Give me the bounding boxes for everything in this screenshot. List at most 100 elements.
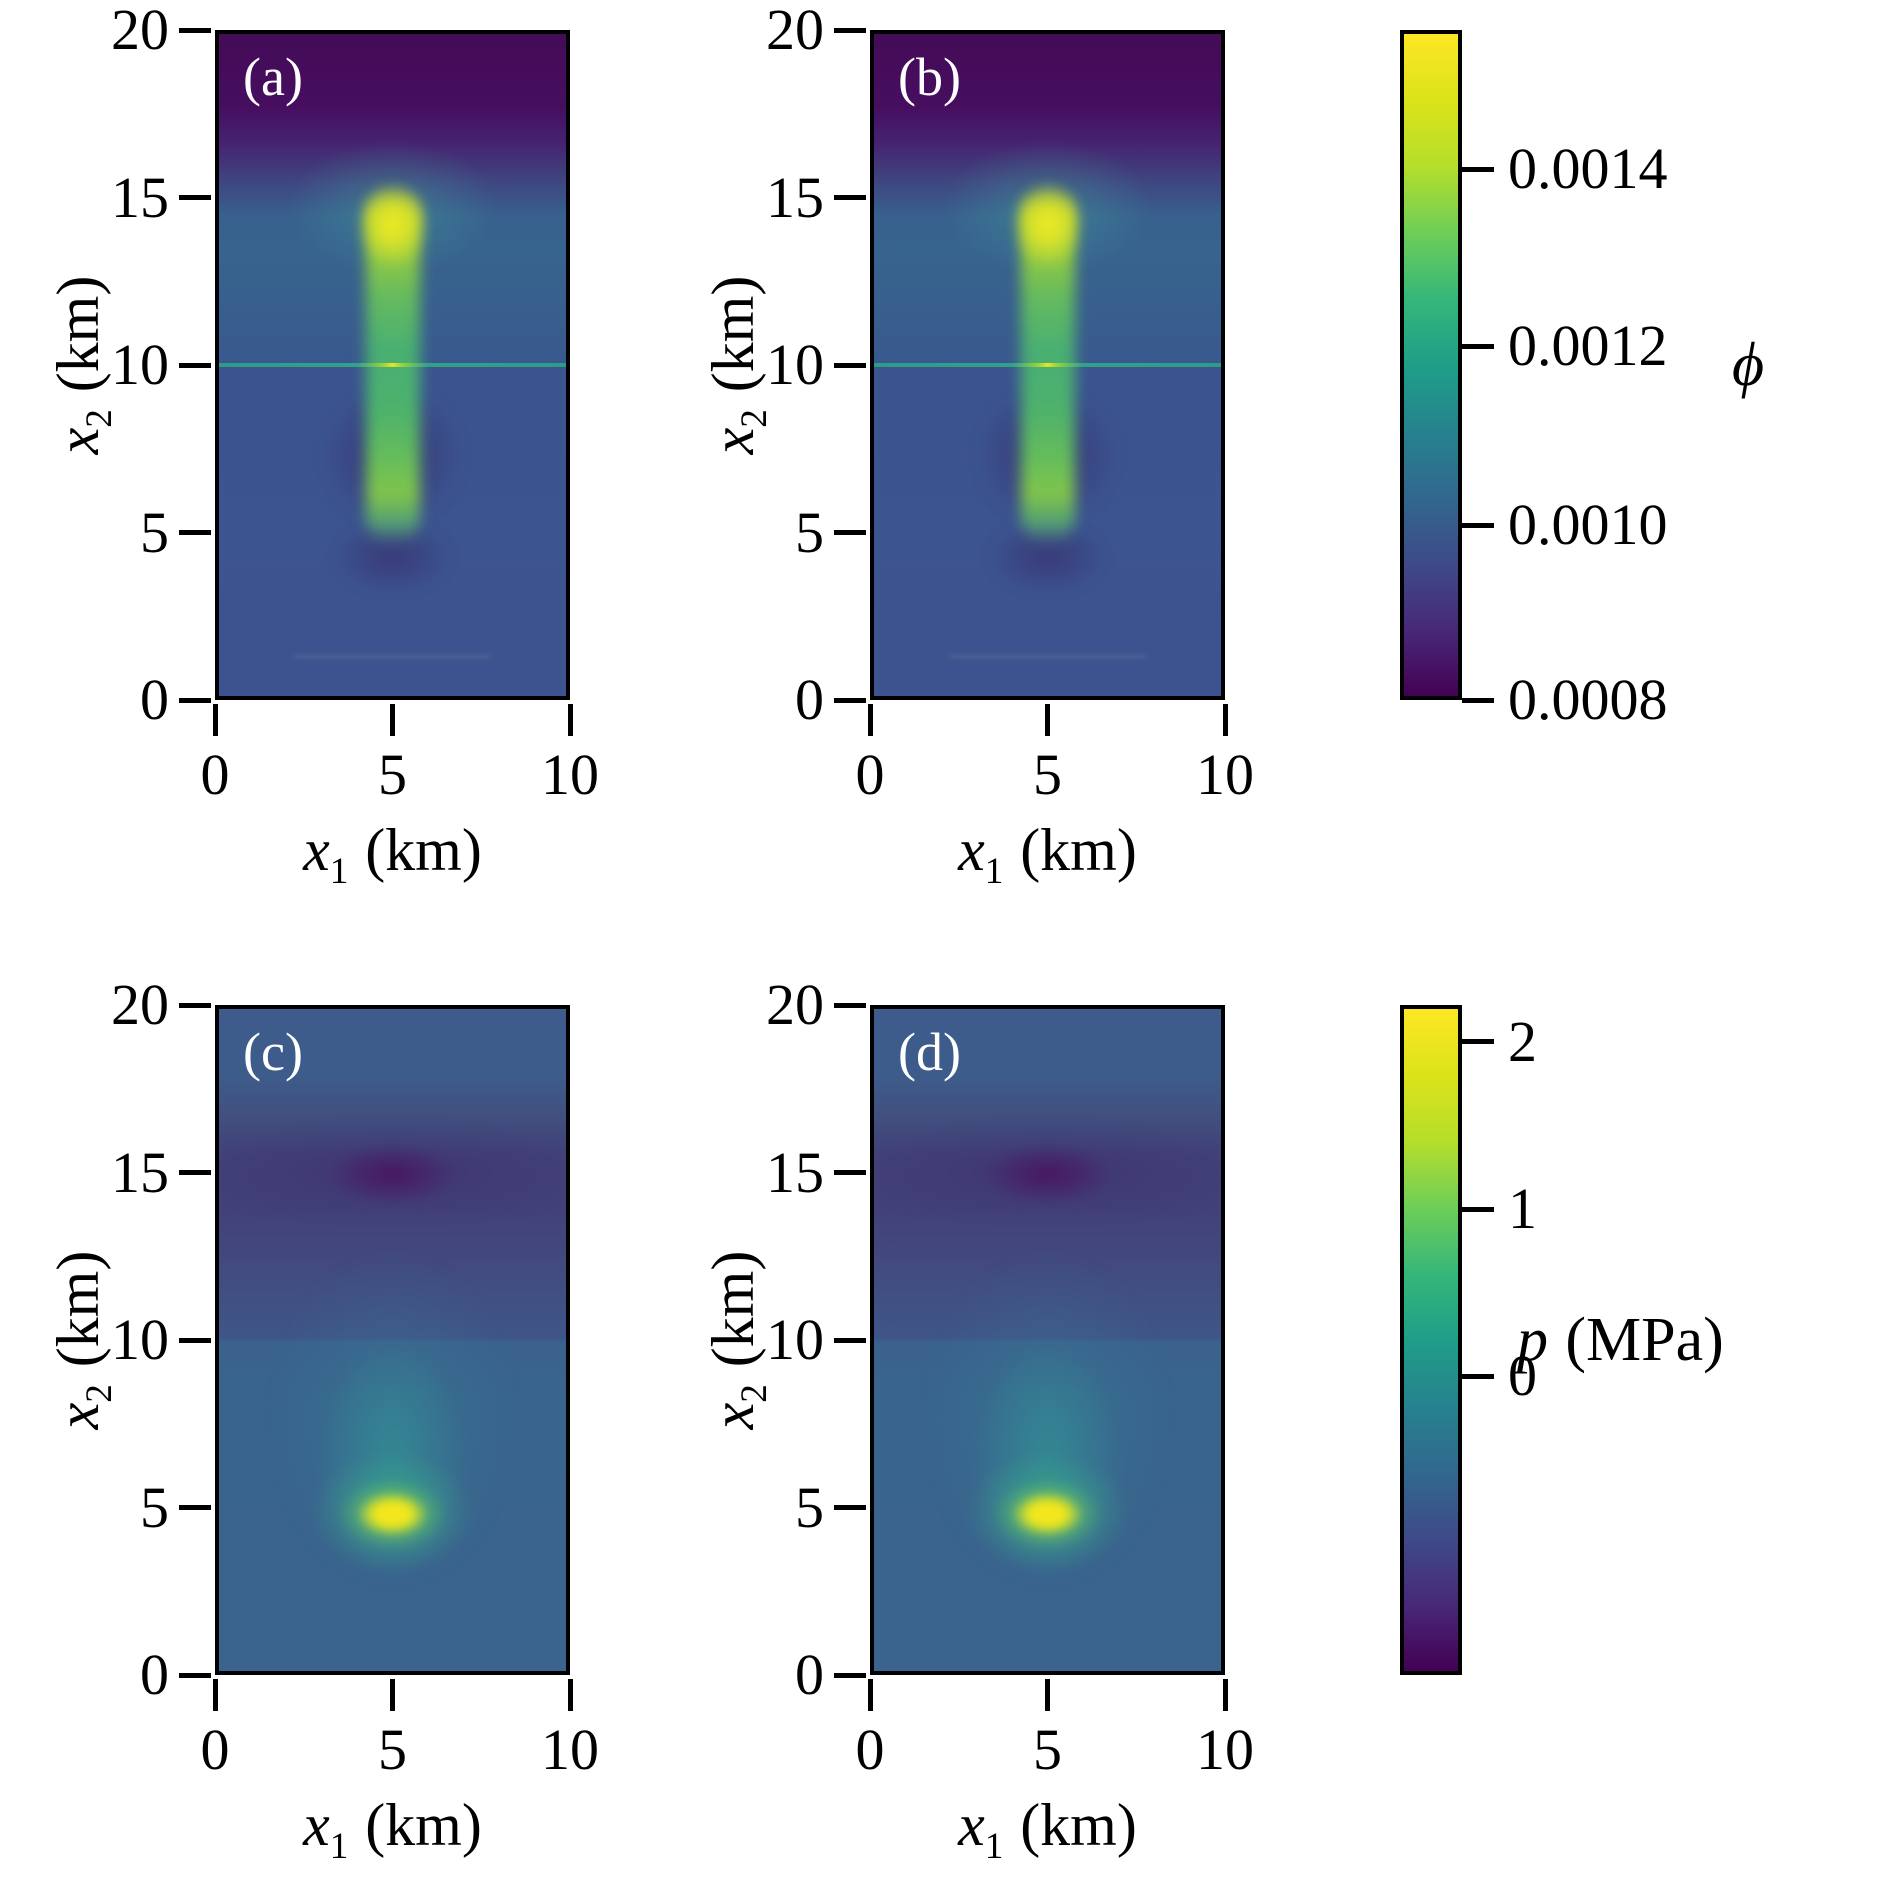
y-tick — [179, 27, 211, 33]
x-tick — [1045, 1679, 1050, 1711]
x-tick-label: 0 — [855, 1717, 885, 1782]
y-tick-label: 20 — [111, 972, 169, 1037]
x-tick — [1045, 704, 1050, 736]
subplot-b: (b) 20 15 10 5 0 0 5 10 x1 (km) x2(km) — [700, 1, 1254, 891]
y-tick-label: 5 — [140, 1474, 169, 1540]
x-tick-label: 10 — [1196, 1717, 1254, 1782]
y-tick-label: 5 — [140, 499, 169, 565]
y-tick — [179, 1672, 211, 1678]
heatmap-panel-b: (b) — [870, 30, 1225, 700]
colorbar-tick-label: 2 — [1508, 1008, 1537, 1074]
x-axis-label: x1 (km) — [958, 817, 1137, 892]
y-tick — [179, 1002, 211, 1008]
colorbar-tick — [1462, 1039, 1494, 1045]
y-tick — [834, 1505, 866, 1510]
panel-label-a: (a) — [243, 47, 303, 107]
colorbar-tick-label: 1 — [1508, 1176, 1537, 1242]
y-tick — [834, 1002, 866, 1008]
phi-interface-line — [874, 363, 1221, 367]
x-tick-label: 5 — [378, 1717, 407, 1782]
y-tick-label: 0 — [140, 1642, 169, 1707]
x-tick-label: 5 — [1033, 1717, 1062, 1782]
panel-label-c: (c) — [243, 1022, 303, 1082]
x-tick — [390, 704, 395, 736]
y-axis-label: x2(km) — [44, 275, 120, 455]
colorbar-tick-label: 0.0014 — [1508, 136, 1668, 202]
colorbar-tick — [1462, 166, 1494, 172]
y-tick — [179, 1170, 211, 1175]
x-tick-label: 0 — [200, 1717, 230, 1782]
y-tick-label: 5 — [795, 1474, 824, 1540]
x-tick — [867, 704, 873, 736]
y-tick-label: 20 — [766, 0, 824, 62]
colorbar-phi-label: ϕ — [1732, 331, 1765, 399]
panel-label-d: (d) — [898, 1022, 961, 1082]
phi-interface-line — [219, 363, 566, 367]
y-tick — [834, 697, 866, 703]
x-axis-label: x1 (km) — [303, 817, 482, 892]
pressure-features — [219, 1009, 566, 1671]
y-tick — [834, 27, 866, 33]
y-tick-label: 10 — [766, 1307, 824, 1372]
colorbar-tick-label: 0.0010 — [1508, 492, 1668, 558]
x-tick-label: 0 — [200, 742, 230, 807]
phi-faint-line — [295, 654, 490, 658]
y-axis-label: x2(km) — [44, 1250, 120, 1430]
colorbar-tick — [1462, 343, 1494, 349]
y-tick-label: 0 — [795, 1642, 824, 1707]
phi-faint-line — [950, 654, 1145, 658]
y-axis-label: x2(km) — [699, 275, 775, 455]
y-tick-label: 5 — [795, 499, 824, 565]
phi-plume-head — [1013, 182, 1082, 267]
y-tick — [834, 1337, 866, 1343]
x-tick-label: 10 — [541, 742, 599, 807]
y-tick — [834, 362, 866, 368]
x-tick — [212, 704, 218, 736]
y-tick-label: 15 — [111, 1139, 169, 1205]
y-tick-label: 10 — [766, 332, 824, 397]
x-tick — [390, 1679, 395, 1711]
pressure-features — [874, 1009, 1221, 1671]
x-tick-label: 10 — [541, 1717, 599, 1782]
colorbar-tick — [1462, 1373, 1494, 1379]
y-tick-label: 20 — [766, 972, 824, 1037]
subplot-c: (c) 20 15 10 5 0 0 5 10 x1 (km) x2(km) — [45, 976, 599, 1866]
colorbar-p-label: p (MPa) — [1517, 1306, 1724, 1374]
x-tick — [212, 1679, 218, 1711]
x-tick — [567, 1679, 573, 1711]
heatmap-panel-d: (d) — [870, 1005, 1225, 1675]
colorbar-tick-label: 0 — [1508, 1343, 1537, 1409]
subplot-a: (a) 20 15 10 5 0 0 5 10 x1 (km) x2(km) — [45, 1, 599, 891]
y-axis-label: x2(km) — [699, 1250, 775, 1430]
y-tick-label: 10 — [111, 332, 169, 397]
x-axis-label: x1 (km) — [303, 1792, 482, 1867]
x-tick-label: 5 — [378, 742, 407, 807]
y-tick — [179, 195, 211, 200]
x-tick — [1222, 1679, 1228, 1711]
y-tick — [834, 530, 866, 535]
colorbar-tick — [1462, 697, 1494, 703]
heatmap-panel-a: (a) — [215, 30, 570, 700]
phi-plume-head — [358, 182, 427, 267]
colorbar-tick-label: 0.0012 — [1508, 313, 1668, 379]
colorbar-tick — [1462, 522, 1494, 528]
x-tick-label: 0 — [855, 742, 885, 807]
x-tick-label: 5 — [1033, 742, 1062, 807]
y-tick-label: 0 — [795, 667, 824, 732]
colorbar-tick-label: 0.0008 — [1508, 667, 1668, 732]
x-tick-label: 10 — [1196, 742, 1254, 807]
heatmap-panel-c: (c) — [215, 1005, 570, 1675]
y-tick-label: 10 — [111, 1307, 169, 1372]
y-tick-label: 15 — [111, 164, 169, 230]
panel-label-b: (b) — [898, 47, 961, 107]
colorbar-tick — [1462, 1206, 1494, 1212]
x-tick — [567, 704, 573, 736]
colorbar-p: 2 1 0 p (MPa) — [1400, 1005, 1724, 1675]
colorbar-phi: 0.0014 0.0012 0.0010 0.0008 ϕ — [1400, 30, 1764, 729]
y-tick-label: 20 — [111, 0, 169, 62]
x-tick — [1222, 704, 1228, 736]
y-tick — [834, 1170, 866, 1175]
y-tick — [179, 1337, 211, 1343]
subplot-d: (d) 20 15 10 5 0 0 5 10 x1 (km) x2(km) — [700, 976, 1254, 1866]
